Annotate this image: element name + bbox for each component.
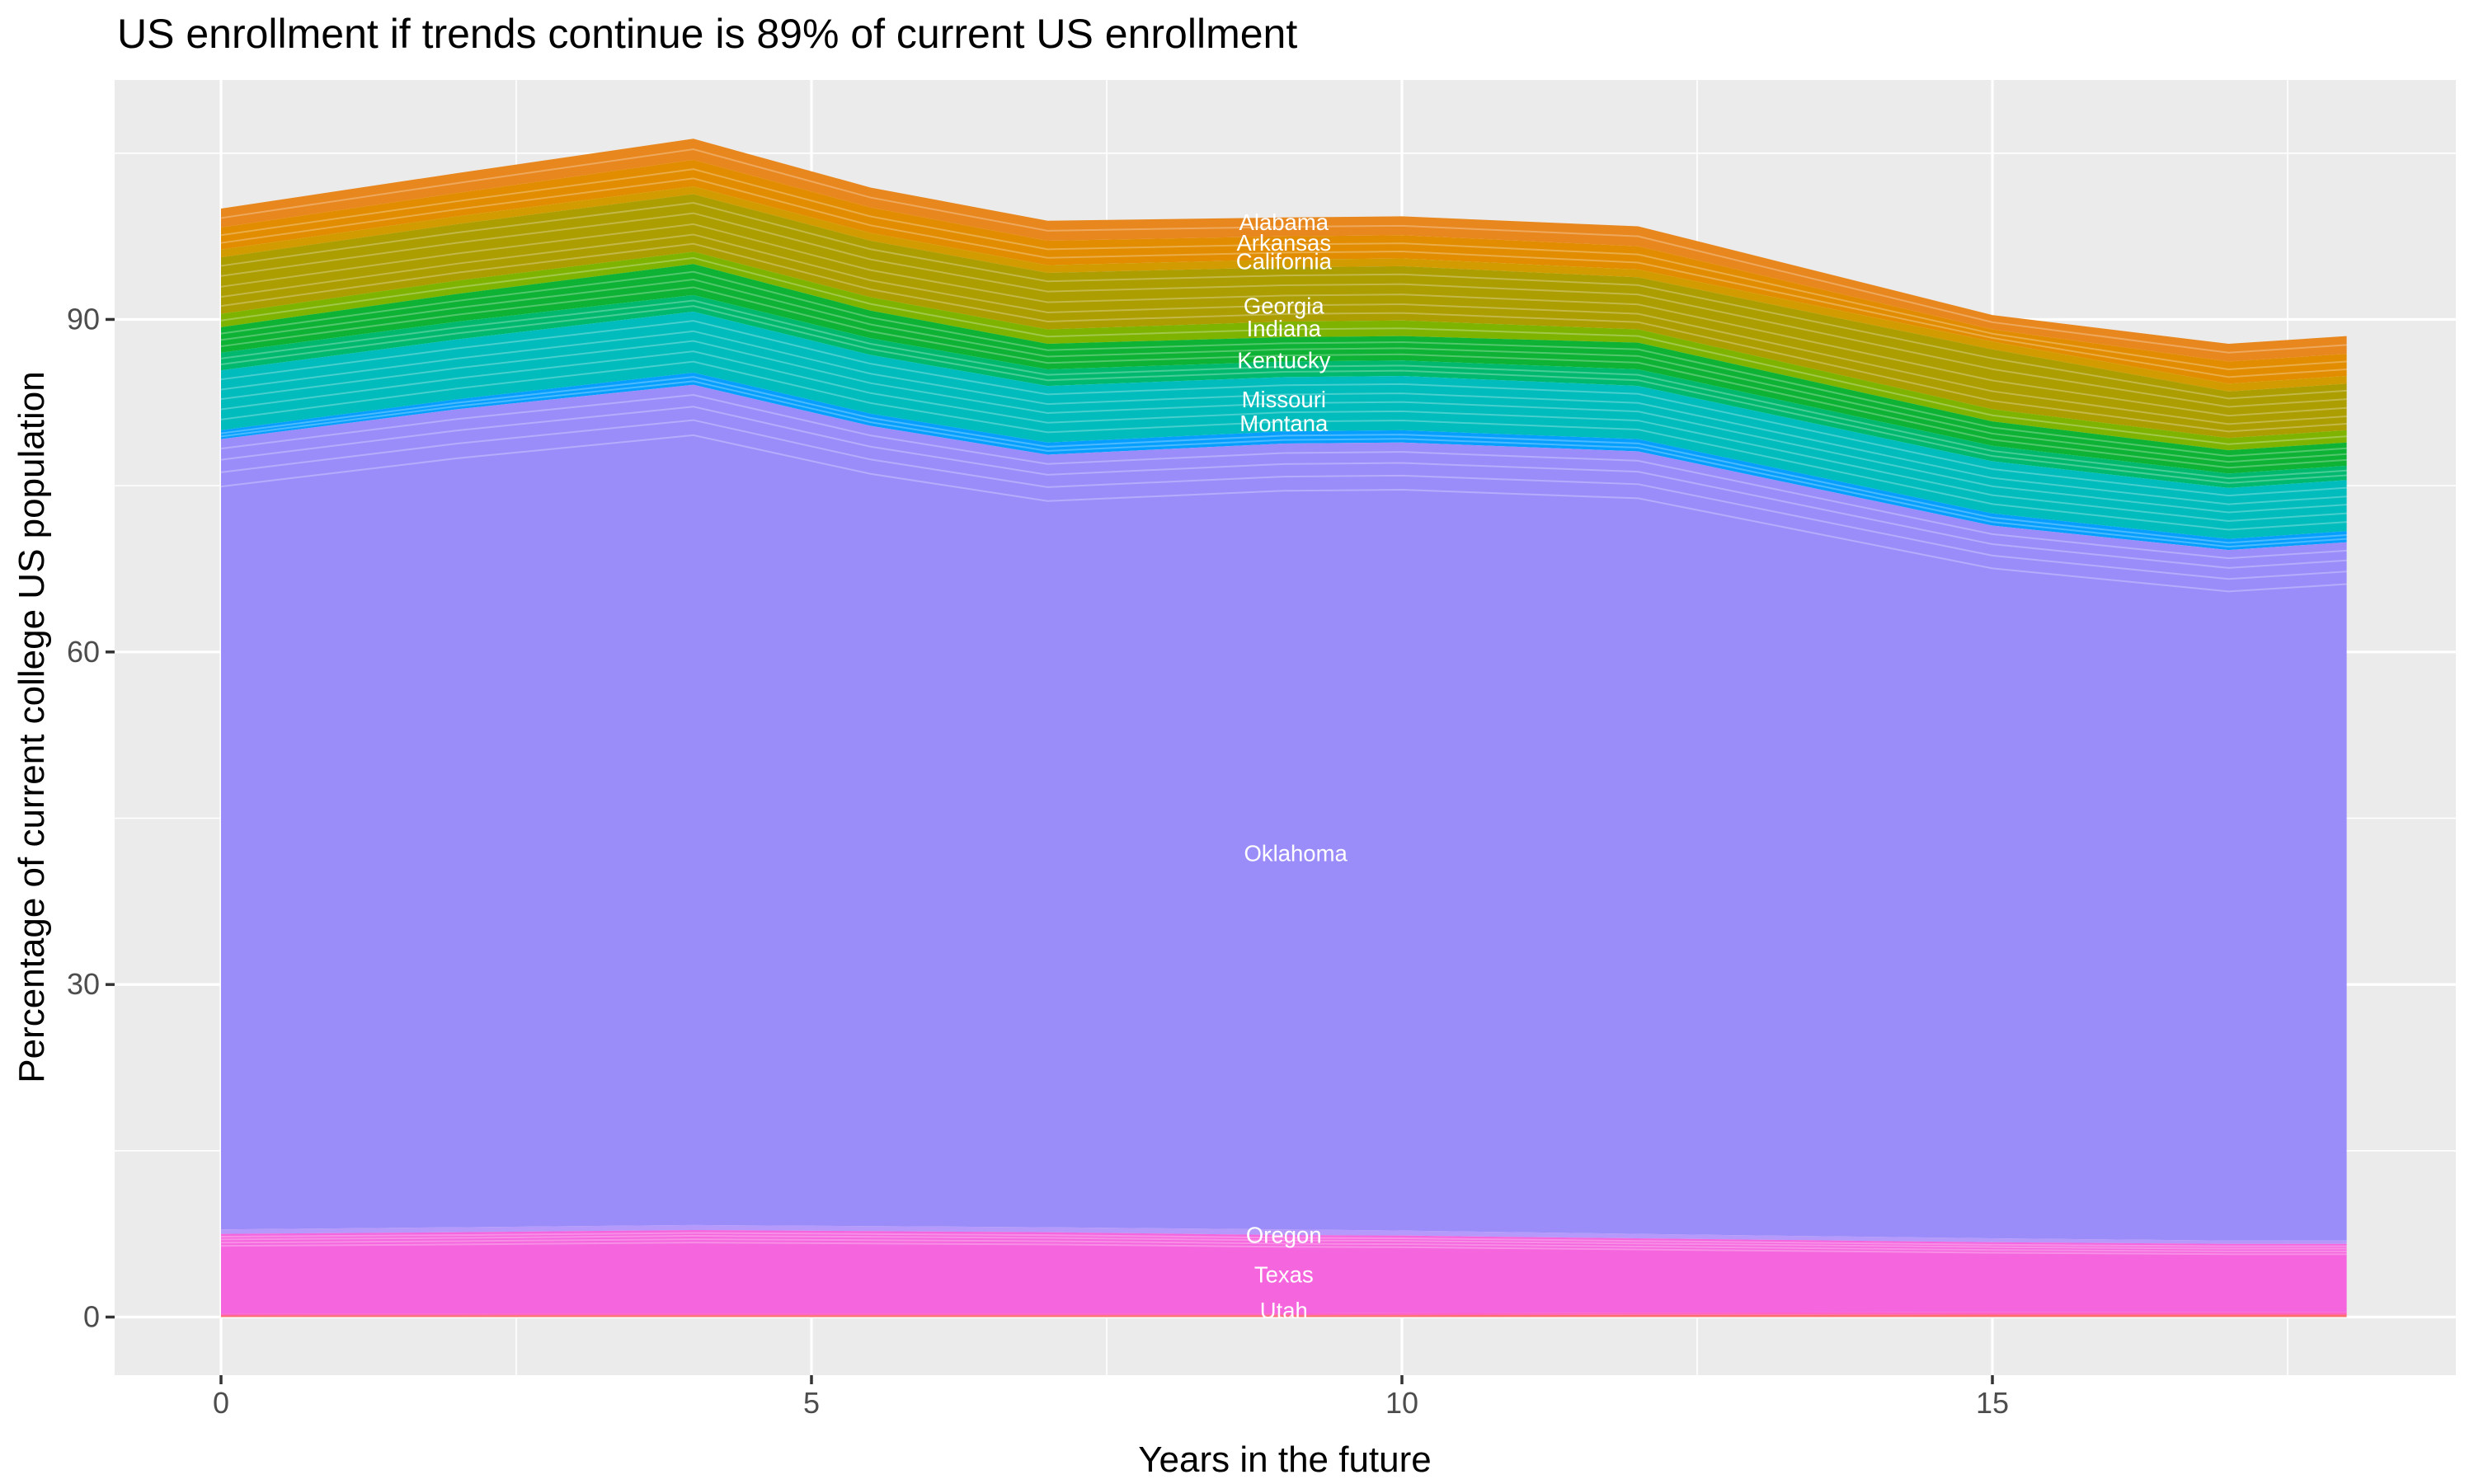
y-tick-label: 90 (67, 302, 100, 336)
sub-slice-divider (220, 350, 2347, 523)
band-california (221, 186, 2347, 392)
state-label-georgia: Georgia (1244, 294, 1325, 319)
x-axis-title: Years in the future (1138, 1439, 1432, 1480)
band-alabama (221, 139, 2347, 362)
axis-ticks (106, 317, 1994, 1384)
state-label-montana: Montana (1239, 411, 1329, 436)
sub-slice-divider (220, 376, 2347, 544)
bands (220, 139, 2347, 1317)
sub-slice-divider (220, 168, 2347, 370)
state-label-arkansas: Arkansas (1236, 230, 1331, 256)
sub-slice-divider (220, 1242, 2347, 1256)
band-arkansas (221, 159, 2347, 384)
sub-slice-divider (220, 201, 2347, 400)
x-tick-label: 10 (1385, 1386, 1418, 1420)
sub-slice-divider (220, 320, 2347, 497)
band-utah (221, 1312, 2347, 1316)
sub-slice-divider (220, 286, 2347, 469)
sub-slice-divider (220, 419, 2347, 580)
band-band-emerald (221, 294, 2347, 488)
band-indiana (221, 251, 2347, 451)
sub-slice-divider (220, 148, 2347, 354)
state-label-california: California (1236, 248, 1333, 274)
band-kentucky (221, 264, 2347, 474)
y-tick-label: 30 (67, 967, 100, 1001)
band-band-red (221, 1314, 2347, 1317)
sub-slice-divider (220, 305, 2347, 484)
sub-slice-divider (220, 1238, 2347, 1252)
sub-slice-divider (220, 242, 2347, 433)
band-oregon (221, 1224, 2347, 1244)
state-label-utah: Utah (1260, 1298, 1308, 1323)
band-texas (221, 1229, 2347, 1314)
band-missouri-montana-teal (221, 312, 2347, 539)
sub-slice-divider (220, 177, 2347, 378)
sub-slice-divider (220, 380, 2347, 548)
state-label-indiana: Indiana (1247, 316, 1322, 341)
sub-slice-divider (220, 360, 2347, 531)
state-label-alabama: Alabama (1239, 209, 1329, 235)
state-label-kentucky: Kentucky (1237, 347, 1330, 373)
state-label-oregon: Oregon (1246, 1222, 1322, 1247)
sub-slice-divider (220, 330, 2347, 505)
sub-slice-divider (220, 1235, 2347, 1250)
sub-slice-divider (220, 256, 2347, 445)
sub-slice-divider (220, 233, 2347, 425)
state-label-texas: Texas (1254, 1261, 1314, 1287)
sub-slice-divider (220, 406, 2347, 569)
chart-title: US enrollment if trends continue is 89% … (117, 11, 1298, 57)
sub-slice-divider (220, 279, 2347, 463)
state-label-oklahoma: Oklahoma (1244, 840, 1348, 866)
band-georgia (221, 194, 2347, 439)
y-tick-label: 0 (83, 1300, 100, 1334)
sub-slice-divider (220, 299, 2347, 480)
sub-slice-divider (220, 270, 2347, 458)
sub-slice-divider (220, 393, 2347, 560)
sub-slice-divider (220, 340, 2347, 514)
x-tick-label: 0 (213, 1386, 229, 1420)
x-tick-label: 15 (1976, 1386, 2009, 1420)
axis-tick-labels: 0 5 10 15 0 30 60 90 (67, 302, 2009, 1420)
sub-slice-divider (220, 223, 2347, 417)
band-oklahoma (221, 384, 2347, 1241)
band-band-azure (221, 372, 2347, 551)
state-label-missouri: Missouri (1242, 387, 1326, 412)
sub-slice-divider (220, 1232, 2347, 1247)
y-tick-label: 60 (67, 635, 100, 669)
x-tick-label: 5 (803, 1386, 820, 1420)
sub-slice-divider (220, 212, 2347, 408)
sub-slice-divider (220, 434, 2347, 593)
